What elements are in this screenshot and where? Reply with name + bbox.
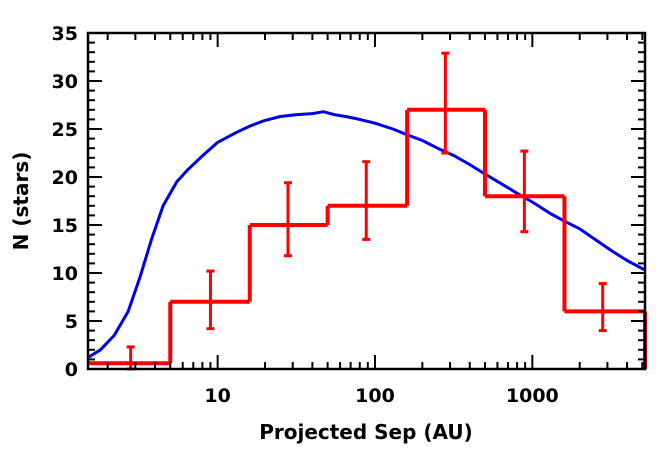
x-tick-label: 1000 [506,385,559,407]
y-tick-label: 30 [52,71,78,93]
y-tick-label: 15 [52,215,78,237]
x-axis-title: Projected Sep (AU) [259,420,473,444]
x-tick-label: 100 [355,385,395,407]
y-tick-label: 0 [65,359,78,381]
x-tick-labels: 10 100 1000 [204,385,558,407]
model-curve [87,110,646,359]
y-tick-labels: 0 5 10 15 20 25 30 35 [52,23,78,381]
model-curve-layer [87,110,646,359]
y-tick-label: 20 [52,167,78,189]
plot-frame [86,31,647,371]
y-tick-label: 10 [52,263,78,285]
y-tick-label: 35 [52,23,78,45]
y-tick-label: 5 [65,311,78,333]
axis-ticks [88,33,645,369]
y-axis-title: N (stars) [9,152,33,251]
error-bar-layer [126,51,607,371]
y-tick-label: 25 [52,119,78,141]
x-tick-label: 10 [204,385,230,407]
